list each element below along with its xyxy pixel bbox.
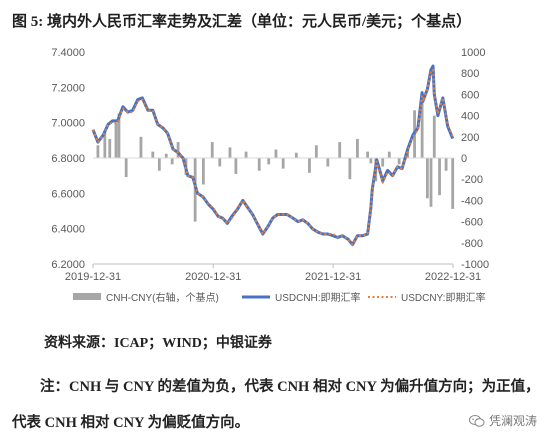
spread-bar (429, 158, 433, 207)
left-axis-tick-label: 7.0000 (51, 118, 85, 130)
left-axis: 6.2000 6.4000 6.6000 6.8000 7.0000 7.2000 7.40… (51, 47, 85, 271)
spread-bar (267, 158, 271, 165)
spread-bar (124, 158, 128, 178)
right-axis-tick-label: -1000 (461, 259, 489, 271)
spread-bar (274, 149, 278, 158)
spread-bar (157, 158, 161, 171)
right-axis-tick-label: 400 (461, 111, 479, 123)
spread-bar (96, 145, 100, 158)
spread-bar (244, 151, 248, 158)
right-axis-tick-label: 200 (461, 132, 479, 144)
spread-bar (366, 151, 369, 158)
spread-bar (381, 158, 385, 167)
legend-item-usdcny: USDCNY:即期汇率 (401, 291, 485, 304)
spread-bar (432, 115, 436, 158)
right-axis-tick-label: 1000 (461, 47, 485, 59)
spread-bar (164, 153, 168, 158)
spread-bar (420, 98, 424, 158)
x-axis: 2019-12-31 2020-12-31 2021-12-31 2022-12-31 (65, 264, 481, 283)
spread-bar (387, 151, 391, 158)
left-axis-tick-label: 6.8000 (51, 153, 85, 165)
spread-bar (108, 138, 112, 158)
left-axis-tick-label: 7.4000 (51, 47, 85, 59)
spread-bar (444, 158, 448, 171)
right-axis-tick-label: 600 (461, 89, 479, 101)
spread-bar (201, 158, 205, 185)
right-axis: -1000 -800 -600 -400 -200 0 200 400 600 800 1000 (461, 47, 489, 271)
spread-bar (308, 158, 311, 173)
right-axis-tick-label: -800 (461, 238, 483, 250)
spread-bar (139, 136, 143, 158)
spread-bar (425, 158, 429, 199)
legend-swatch-spread (73, 293, 101, 300)
right-axis-tick-label: 800 (461, 68, 479, 80)
spread-bar (228, 147, 232, 158)
spread-bar (176, 142, 180, 158)
spread-bar (103, 131, 107, 158)
legend-item-spread: CNH-CNY(右轴，个基点) (106, 291, 219, 304)
right-axis-tick-label: 0 (461, 153, 467, 165)
spread-bar (348, 158, 352, 180)
right-axis-tick-label: -400 (461, 195, 483, 207)
x-axis-tick-label: 2021-12-31 (305, 271, 361, 283)
x-axis-tick-label: 2022-12-31 (425, 271, 481, 283)
watermark-text: 凭澜观涛 (488, 414, 537, 428)
spread-bar (114, 123, 118, 158)
spread-bar (257, 158, 261, 171)
spread-bar (369, 158, 373, 164)
spread-bar (356, 138, 359, 158)
spread-bar (326, 158, 330, 167)
x-axis-tick-label: 2020-12-31 (185, 271, 241, 283)
right-axis-tick-label: -200 (461, 174, 483, 186)
left-axis-tick-label: 6.2000 (51, 259, 85, 271)
chart-legend: CNH-CNY(右轴，个基点) USDCNH:即期汇率 USDCNY:即期汇率 (73, 291, 485, 304)
right-axis-tick-label: -600 (461, 217, 483, 229)
legend-item-usdcnh: USDCNH:即期汇率 (275, 291, 361, 304)
spread-bar (170, 158, 174, 165)
spread-bar (397, 158, 401, 165)
left-axis-tick-label: 6.6000 (51, 188, 85, 200)
usdcnh-line (91, 64, 455, 247)
spread-bar (338, 142, 342, 158)
spread-bar (234, 158, 238, 174)
spread-bar (210, 142, 214, 158)
spread-bar (314, 145, 318, 158)
wechat-icon (468, 414, 485, 427)
spread-bar (451, 158, 455, 209)
spread-bar (281, 158, 285, 169)
watermark: 凭澜观涛 (465, 411, 540, 430)
exchange-rate-chart: 6.2000 6.4000 6.6000 6.8000 7.0000 7.2000 7.40… (51, 47, 489, 304)
figure-title: 图 5: 境内外人民币汇率走势及汇差（单位：元人民币/美元；个基点） (12, 14, 472, 30)
spread-bar (117, 113, 121, 158)
left-axis-tick-label: 7.2000 (51, 82, 85, 94)
x-axis-tick-label: 2019-12-31 (65, 271, 121, 283)
footnote: 注：CNH 与 CNY 的差值为负，代表 CNH 相对 CNY 为偏升值方向；为… (12, 379, 540, 431)
spread-bar (294, 152, 298, 158)
spread-bar (218, 158, 222, 167)
spread-bar (438, 158, 441, 196)
spread-bar (151, 151, 155, 158)
source-note: 资料来源：ICAP；WIND；中银证券 (44, 336, 272, 351)
left-axis-tick-label: 6.4000 (51, 224, 85, 236)
spread-bars (96, 98, 455, 222)
usdcny-line (92, 68, 454, 246)
